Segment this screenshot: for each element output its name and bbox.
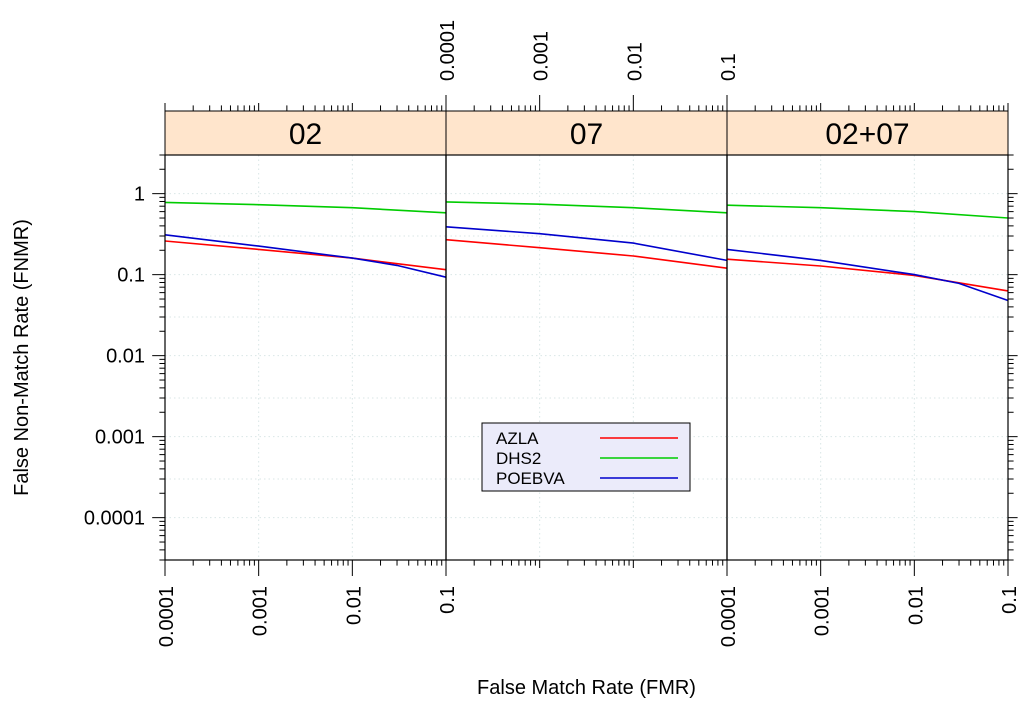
curve-azla	[164, 240, 447, 271]
x-axis-ticks	[164, 95, 1009, 576]
panel-title: 02+07	[825, 118, 909, 151]
legend-box	[481, 422, 691, 492]
y-tick-label: 0.01	[106, 346, 145, 368]
curve-azla	[726, 258, 1009, 292]
y-axis-label: False Non-Match Rate (FNMR)	[11, 219, 33, 496]
y-tick-label: 0.1	[117, 265, 145, 287]
panel-strip	[445, 110, 728, 156]
grid	[727, 154, 1008, 560]
x-tick-label: 0.001	[250, 586, 272, 636]
curve-dhs2	[445, 201, 728, 214]
grid	[165, 154, 446, 560]
legend-label-dhs2: DHS2	[496, 449, 541, 468]
x-tick-label: 0.001	[531, 31, 553, 81]
x-tick-label: 0.01	[905, 586, 927, 625]
x-tick-label: 0.1	[999, 586, 1018, 614]
x-tick-label: 0.0001	[718, 586, 740, 647]
y-tick-label: 1	[134, 184, 145, 206]
x-tick-label: 0.0001	[156, 586, 178, 647]
x-tick-label: 0.1	[718, 53, 740, 81]
y-tick-label: 0.001	[95, 427, 145, 449]
x-tick-label: 0.0001	[437, 20, 459, 81]
panel-title: 07	[570, 118, 603, 151]
panel-border	[445, 154, 728, 561]
x-axis-label: False Match Rate (FMR)	[477, 677, 696, 699]
x-tick-label: 0.01	[624, 42, 646, 81]
panel-title: 02	[289, 118, 322, 151]
panel-border	[164, 154, 447, 561]
legend-label-poebva: POEBVA	[496, 469, 565, 488]
panel-2: 07	[445, 110, 728, 561]
y-axis-ticks	[152, 154, 1018, 561]
x-tick-label: 0.01	[343, 586, 365, 625]
curve-dhs2	[726, 204, 1009, 219]
curve-dhs2	[164, 201, 447, 214]
x-tick-label: 0.001	[812, 586, 834, 636]
legend-label-azla: AZLA	[496, 429, 539, 448]
curve-azla	[445, 238, 728, 269]
panel-border	[726, 154, 1009, 561]
panel-strip	[164, 110, 447, 156]
curve-poebva	[445, 226, 728, 262]
x-tick-label: 0.1	[437, 586, 459, 614]
panel-1: 02	[164, 110, 447, 561]
y-tick-label: 0.0001	[84, 508, 145, 530]
grid	[446, 154, 727, 560]
curve-poebva	[164, 234, 447, 278]
panel-3: 02+07	[726, 110, 1009, 561]
panel-strip	[726, 110, 1009, 156]
curve-poebva	[726, 248, 1009, 302]
